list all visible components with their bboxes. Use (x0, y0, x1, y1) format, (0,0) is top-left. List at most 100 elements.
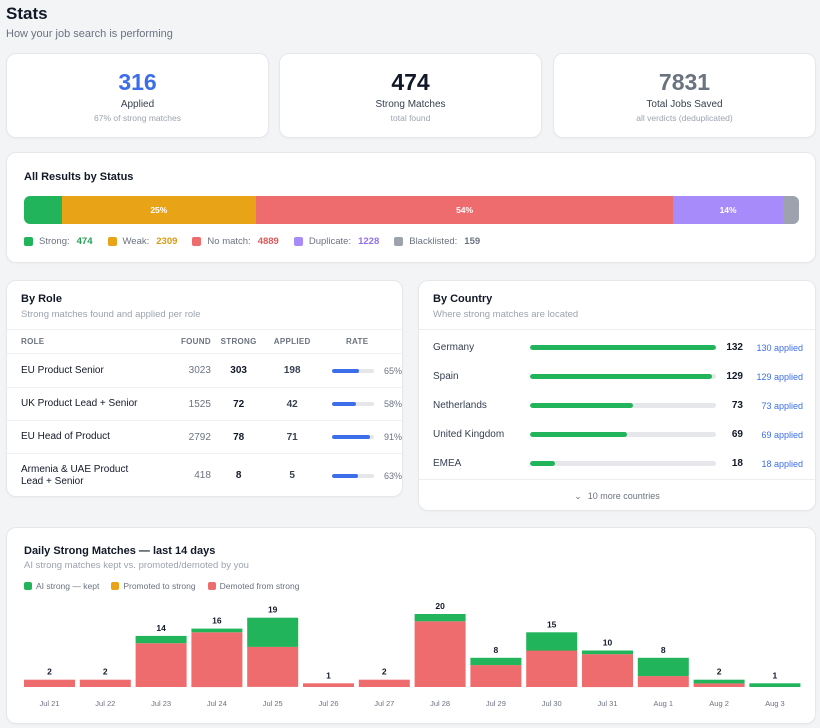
bar-total-label: 8 (494, 645, 499, 655)
legend-item: Strong: 474 (24, 236, 93, 247)
x-tick-label: Jul 30 (542, 699, 562, 708)
table-row[interactable]: UK Product Lead + Senior 1525 72 42 58% (7, 387, 402, 421)
col-rate[interactable]: RATE (317, 329, 402, 354)
role-table-header: ROLE FOUND STRONG APPLIED RATE (7, 329, 402, 354)
bar-ai-strong-kept-jul-28[interactable] (414, 614, 466, 622)
country-bar-fill (530, 345, 716, 350)
legend-swatch (24, 237, 33, 246)
role-found: 2792 (151, 420, 211, 454)
role-strong: 78 (210, 420, 267, 454)
list-item[interactable]: Spain 129 129 applied (433, 362, 803, 391)
country-count: 132 (726, 342, 743, 353)
country-applied-link[interactable]: 18 applied (761, 458, 803, 469)
bar-total-label: 2 (717, 667, 722, 677)
country-name: Spain (433, 371, 459, 382)
x-tick-label: Jul 29 (486, 699, 506, 708)
country-bar-fill (530, 432, 628, 437)
col-strong[interactable]: STRONG (210, 329, 267, 354)
list-item[interactable]: EMEA 18 18 applied (433, 449, 803, 478)
bar-demoted-from-strong-aug-1[interactable] (637, 676, 689, 688)
role-applied: 71 (266, 420, 318, 454)
bar-ai-strong-kept-aug-3[interactable] (749, 683, 801, 687)
bar-demoted-from-strong-jul-30[interactable] (526, 650, 578, 688)
status-legend: Strong: 474 Weak: 2309 No match: 4889 Duplicat… (24, 236, 495, 247)
bar-ai-strong-kept-jul-25[interactable] (247, 617, 299, 647)
daily-legend-item: AI strong — kept (24, 581, 99, 591)
bar-demoted-from-strong-aug-2[interactable] (693, 683, 745, 687)
rate-bar (331, 435, 374, 439)
legend-count: 474 (76, 236, 93, 247)
daily-subtitle: AI strong matches kept vs. promoted/demo… (24, 560, 249, 571)
table-row[interactable]: EU Head of Product 2792 78 71 91% (7, 420, 402, 454)
bar-ai-strong-kept-jul-29[interactable] (470, 657, 522, 666)
country-count: 73 (731, 400, 743, 411)
bar-total-label: 19 (268, 605, 278, 615)
bar-demoted-from-strong-jul-22[interactable] (79, 679, 131, 687)
list-item[interactable]: Netherlands 73 73 applied (433, 391, 803, 420)
bar-demoted-from-strong-jul-21[interactable] (24, 679, 75, 687)
by-role-title: By Role (21, 293, 62, 305)
bar-total-label: 14 (156, 623, 166, 633)
bar-ai-strong-kept-jul-23[interactable] (135, 635, 187, 644)
bar-demoted-from-strong-jul-31[interactable] (582, 654, 633, 688)
role-name: UK Product Lead + Senior (21, 398, 138, 409)
country-applied-link[interactable]: 129 applied (756, 371, 803, 382)
bar-demoted-from-strong-jul-29[interactable] (470, 665, 522, 687)
legend-count: 1228 (358, 236, 380, 247)
bar-demoted-from-strong-jul-27[interactable] (358, 679, 410, 687)
legend-swatch (394, 237, 404, 246)
bar-ai-strong-kept-jul-24[interactable] (191, 628, 243, 633)
role-applied: 42 (266, 387, 318, 421)
bar-ai-strong-kept-jul-30[interactable] (526, 632, 578, 651)
list-item[interactable]: United Kingdom 69 69 applied (433, 420, 803, 449)
table-row[interactable]: EU Product Senior 3023 303 198 65% (7, 353, 402, 388)
kpi-sub-applied: 67% of strong matches (94, 113, 181, 123)
status-segment-no-match[interactable]: 54% (255, 196, 674, 224)
legend-item: Blacklisted: 159 (394, 236, 480, 247)
bar-demoted-from-strong-jul-25[interactable] (247, 646, 299, 687)
bar-demoted-from-strong-jul-23[interactable] (135, 643, 187, 687)
bar-demoted-from-strong-jul-28[interactable] (414, 621, 466, 687)
status-segment-weak[interactable]: 25% (61, 196, 256, 224)
rate-percent: 65% (383, 365, 402, 376)
bar-total-label: 2 (47, 667, 52, 677)
role-strong: 303 (210, 353, 267, 388)
country-divider (419, 329, 815, 330)
role-name: EU Product Senior (21, 364, 104, 376)
role-found: 418 (194, 470, 211, 482)
bar-ai-strong-kept-jul-31[interactable] (582, 650, 633, 655)
bar-demoted-from-strong-jul-24[interactable] (191, 632, 243, 688)
chevron-down-icon: ⌄ (574, 490, 582, 501)
status-segment-blacklisted[interactable] (782, 196, 799, 224)
col-role[interactable]: ROLE (7, 329, 152, 354)
rate-fill (331, 435, 371, 439)
bar-ai-strong-kept-aug-1[interactable] (637, 657, 689, 677)
rate-fill (331, 402, 357, 406)
legend-label: Strong: (39, 236, 70, 247)
daily-title: Daily Strong Matches — last 14 days (24, 545, 216, 557)
country-name: EMEA (433, 458, 462, 469)
x-tick-label: Jul 21 (39, 699, 59, 708)
x-tick-label: Jul 25 (263, 699, 283, 708)
list-item[interactable]: Germany 132 130 applied (433, 333, 803, 362)
country-bar (530, 461, 716, 466)
country-applied-link[interactable]: 73 applied (761, 400, 803, 411)
rate-bar (331, 402, 374, 406)
bar-demoted-from-strong-jul-26[interactable] (303, 683, 354, 687)
col-found[interactable]: FOUND (151, 329, 211, 354)
col-applied[interactable]: APPLIED (266, 329, 318, 354)
table-row[interactable]: Armenia & UAE Product Lead + Senior 418 … (7, 454, 402, 498)
country-applied-link[interactable]: 130 applied (756, 342, 803, 353)
legend-label: Weak: (122, 236, 150, 247)
role-found: 3023 (151, 353, 211, 388)
status-segment-duplicate[interactable]: 14% (673, 196, 783, 224)
status-segment-strong[interactable] (24, 196, 62, 224)
more-countries-button[interactable]: ⌄ 10 more countries (419, 479, 815, 512)
bar-ai-strong-kept-aug-2[interactable] (693, 679, 745, 684)
bar-total-label: 8 (661, 645, 666, 655)
x-tick-label: Jul 26 (318, 699, 338, 708)
kpi-sub-total-jobs-saved: all verdicts (deduplicated) (636, 113, 733, 123)
by-country-subtitle: Where strong matches are located (433, 309, 579, 320)
country-bar (530, 374, 716, 379)
country-applied-link[interactable]: 69 applied (761, 429, 803, 440)
